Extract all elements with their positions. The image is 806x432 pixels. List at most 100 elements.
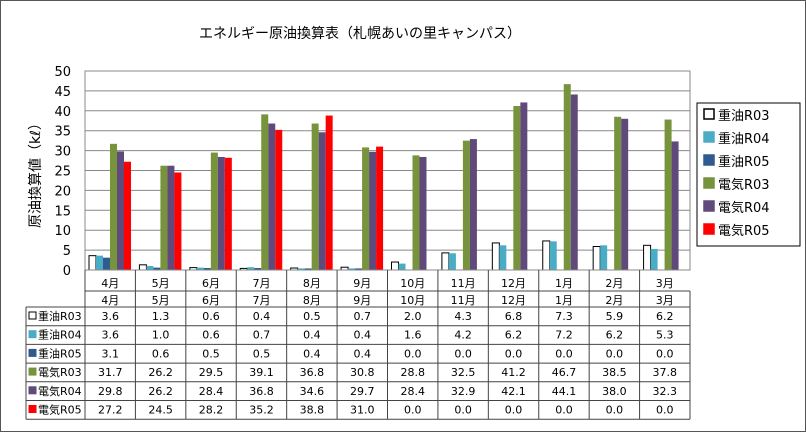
table-cell: 28.4	[400, 385, 425, 398]
table-header-cell: 7月	[252, 294, 270, 307]
table-cell: 0.0	[656, 404, 674, 417]
bar-電気R04	[419, 156, 427, 270]
table-cell: 0.5	[303, 310, 321, 323]
legend-swatch	[703, 131, 715, 143]
table-legend-swatch	[28, 405, 37, 413]
table-cell: 31.7	[98, 366, 123, 379]
bar-電気R05	[325, 115, 333, 271]
table-cell: 6.2	[606, 329, 624, 342]
bar-電気R03	[563, 84, 571, 270]
table-cell: 0.4	[253, 310, 271, 323]
table-header-cell: 2月	[605, 294, 623, 307]
table-cell: 28.2	[199, 404, 224, 417]
table-cell: 2.0	[404, 310, 422, 323]
table-header-cell: 12月	[501, 294, 526, 307]
table-cell: 0.0	[454, 404, 472, 417]
table-cell: 0.4	[303, 347, 321, 360]
legend-swatch	[703, 223, 715, 235]
bar-電気R04	[318, 132, 326, 270]
table-legend-swatch	[28, 348, 37, 357]
table-row-label: 重油R05	[38, 346, 82, 360]
bar-重油R04	[448, 253, 456, 270]
bar-電気R03	[311, 123, 319, 270]
table-cell: 42.1	[501, 385, 526, 398]
table-cell: 38.5	[602, 366, 627, 379]
table-cell: 4.2	[454, 329, 472, 342]
table-cell: 26.2	[148, 366, 173, 379]
table-header-cell: 5月	[152, 294, 170, 307]
x-tick-label: 6月	[202, 277, 220, 290]
table-cell: 31.0	[350, 404, 375, 417]
y-tick-label: 10	[54, 224, 71, 239]
bar-電気R05	[174, 172, 182, 270]
table-cell: 0.4	[354, 347, 372, 360]
bar-重油R04	[96, 255, 103, 270]
bar-重油R03	[391, 261, 399, 271]
y-tick-label: 50	[54, 65, 71, 80]
table-cell: 5.3	[656, 329, 674, 342]
table-cell: 30.8	[350, 366, 375, 379]
x-tick-label: 7月	[252, 277, 270, 290]
table-cell: 27.2	[98, 404, 123, 417]
bar-電気R03	[412, 155, 420, 270]
legend-label: 重油R03	[718, 108, 770, 124]
table-cell: 32.9	[451, 385, 476, 398]
x-tick-label: 12月	[501, 277, 526, 290]
table-row-label: 電気R04	[38, 384, 82, 398]
bar-重油R04	[196, 267, 204, 270]
bar-重油R04	[348, 268, 356, 270]
table-legend-swatch	[28, 386, 37, 395]
table-cell: 0.5	[253, 347, 271, 360]
table-cell: 32.5	[451, 366, 476, 379]
bar-電気R05	[376, 146, 384, 270]
table-header-cell: 4月	[101, 294, 119, 307]
bar-重油R04	[398, 263, 406, 270]
table-cell: 36.8	[300, 366, 325, 379]
bar-重油R03	[88, 255, 97, 271]
legend-swatch	[703, 200, 715, 212]
table-cell: 6.2	[656, 310, 674, 323]
bar-電気R03	[614, 116, 622, 271]
bar-電気R03	[513, 106, 521, 270]
bar-電気R04	[167, 165, 175, 270]
table-cell: 44.1	[552, 385, 577, 398]
y-axis-label: 原油換算値（kℓ）	[28, 116, 44, 228]
legend-label: 重油R04	[718, 131, 770, 147]
table-cell: 29.7	[350, 385, 375, 398]
table-cell: 0.4	[303, 329, 321, 342]
table-header-cell: 1月	[555, 294, 573, 307]
bar-重油R03	[491, 242, 500, 271]
table-cell: 35.2	[249, 404, 274, 417]
table-header-cell: 6月	[202, 294, 220, 307]
table-cell: 3.6	[101, 310, 119, 323]
table-row-label: 電気R03	[38, 365, 82, 379]
table-cell: 6.2	[505, 329, 523, 342]
bar-電気R04	[621, 118, 629, 270]
table-cell: 0.6	[202, 310, 220, 323]
legend-label: 電気R04	[718, 200, 770, 216]
table-row-label: 重油R04	[38, 328, 82, 342]
x-tick-label: 3月	[656, 277, 674, 290]
x-tick-label: 5月	[152, 277, 170, 290]
bar-電気R03	[462, 140, 470, 270]
legend-label: 電気R03	[718, 177, 770, 193]
table-cell: 3.1	[101, 347, 119, 360]
bar-電気R03	[160, 165, 168, 270]
table-cell: 39.1	[249, 366, 274, 379]
bar-電気R04	[268, 123, 276, 270]
y-tick-label: 40	[54, 105, 71, 120]
bar-重油R05	[103, 257, 110, 270]
table-cell: 7.3	[555, 310, 573, 323]
legend-box	[696, 102, 801, 247]
bar-重油R05	[304, 268, 312, 270]
table-cell: 32.3	[653, 385, 678, 398]
y-tick-label: 35	[54, 125, 71, 140]
table-cell: 28.8	[400, 366, 425, 379]
table-cell: 38.8	[300, 404, 325, 417]
legend-label: 電気R05	[718, 223, 770, 239]
table-cell: 41.2	[501, 366, 526, 379]
table-cell: 0.0	[505, 404, 523, 417]
table-cell: 0.0	[505, 347, 523, 360]
table-cell: 0.0	[555, 404, 573, 417]
